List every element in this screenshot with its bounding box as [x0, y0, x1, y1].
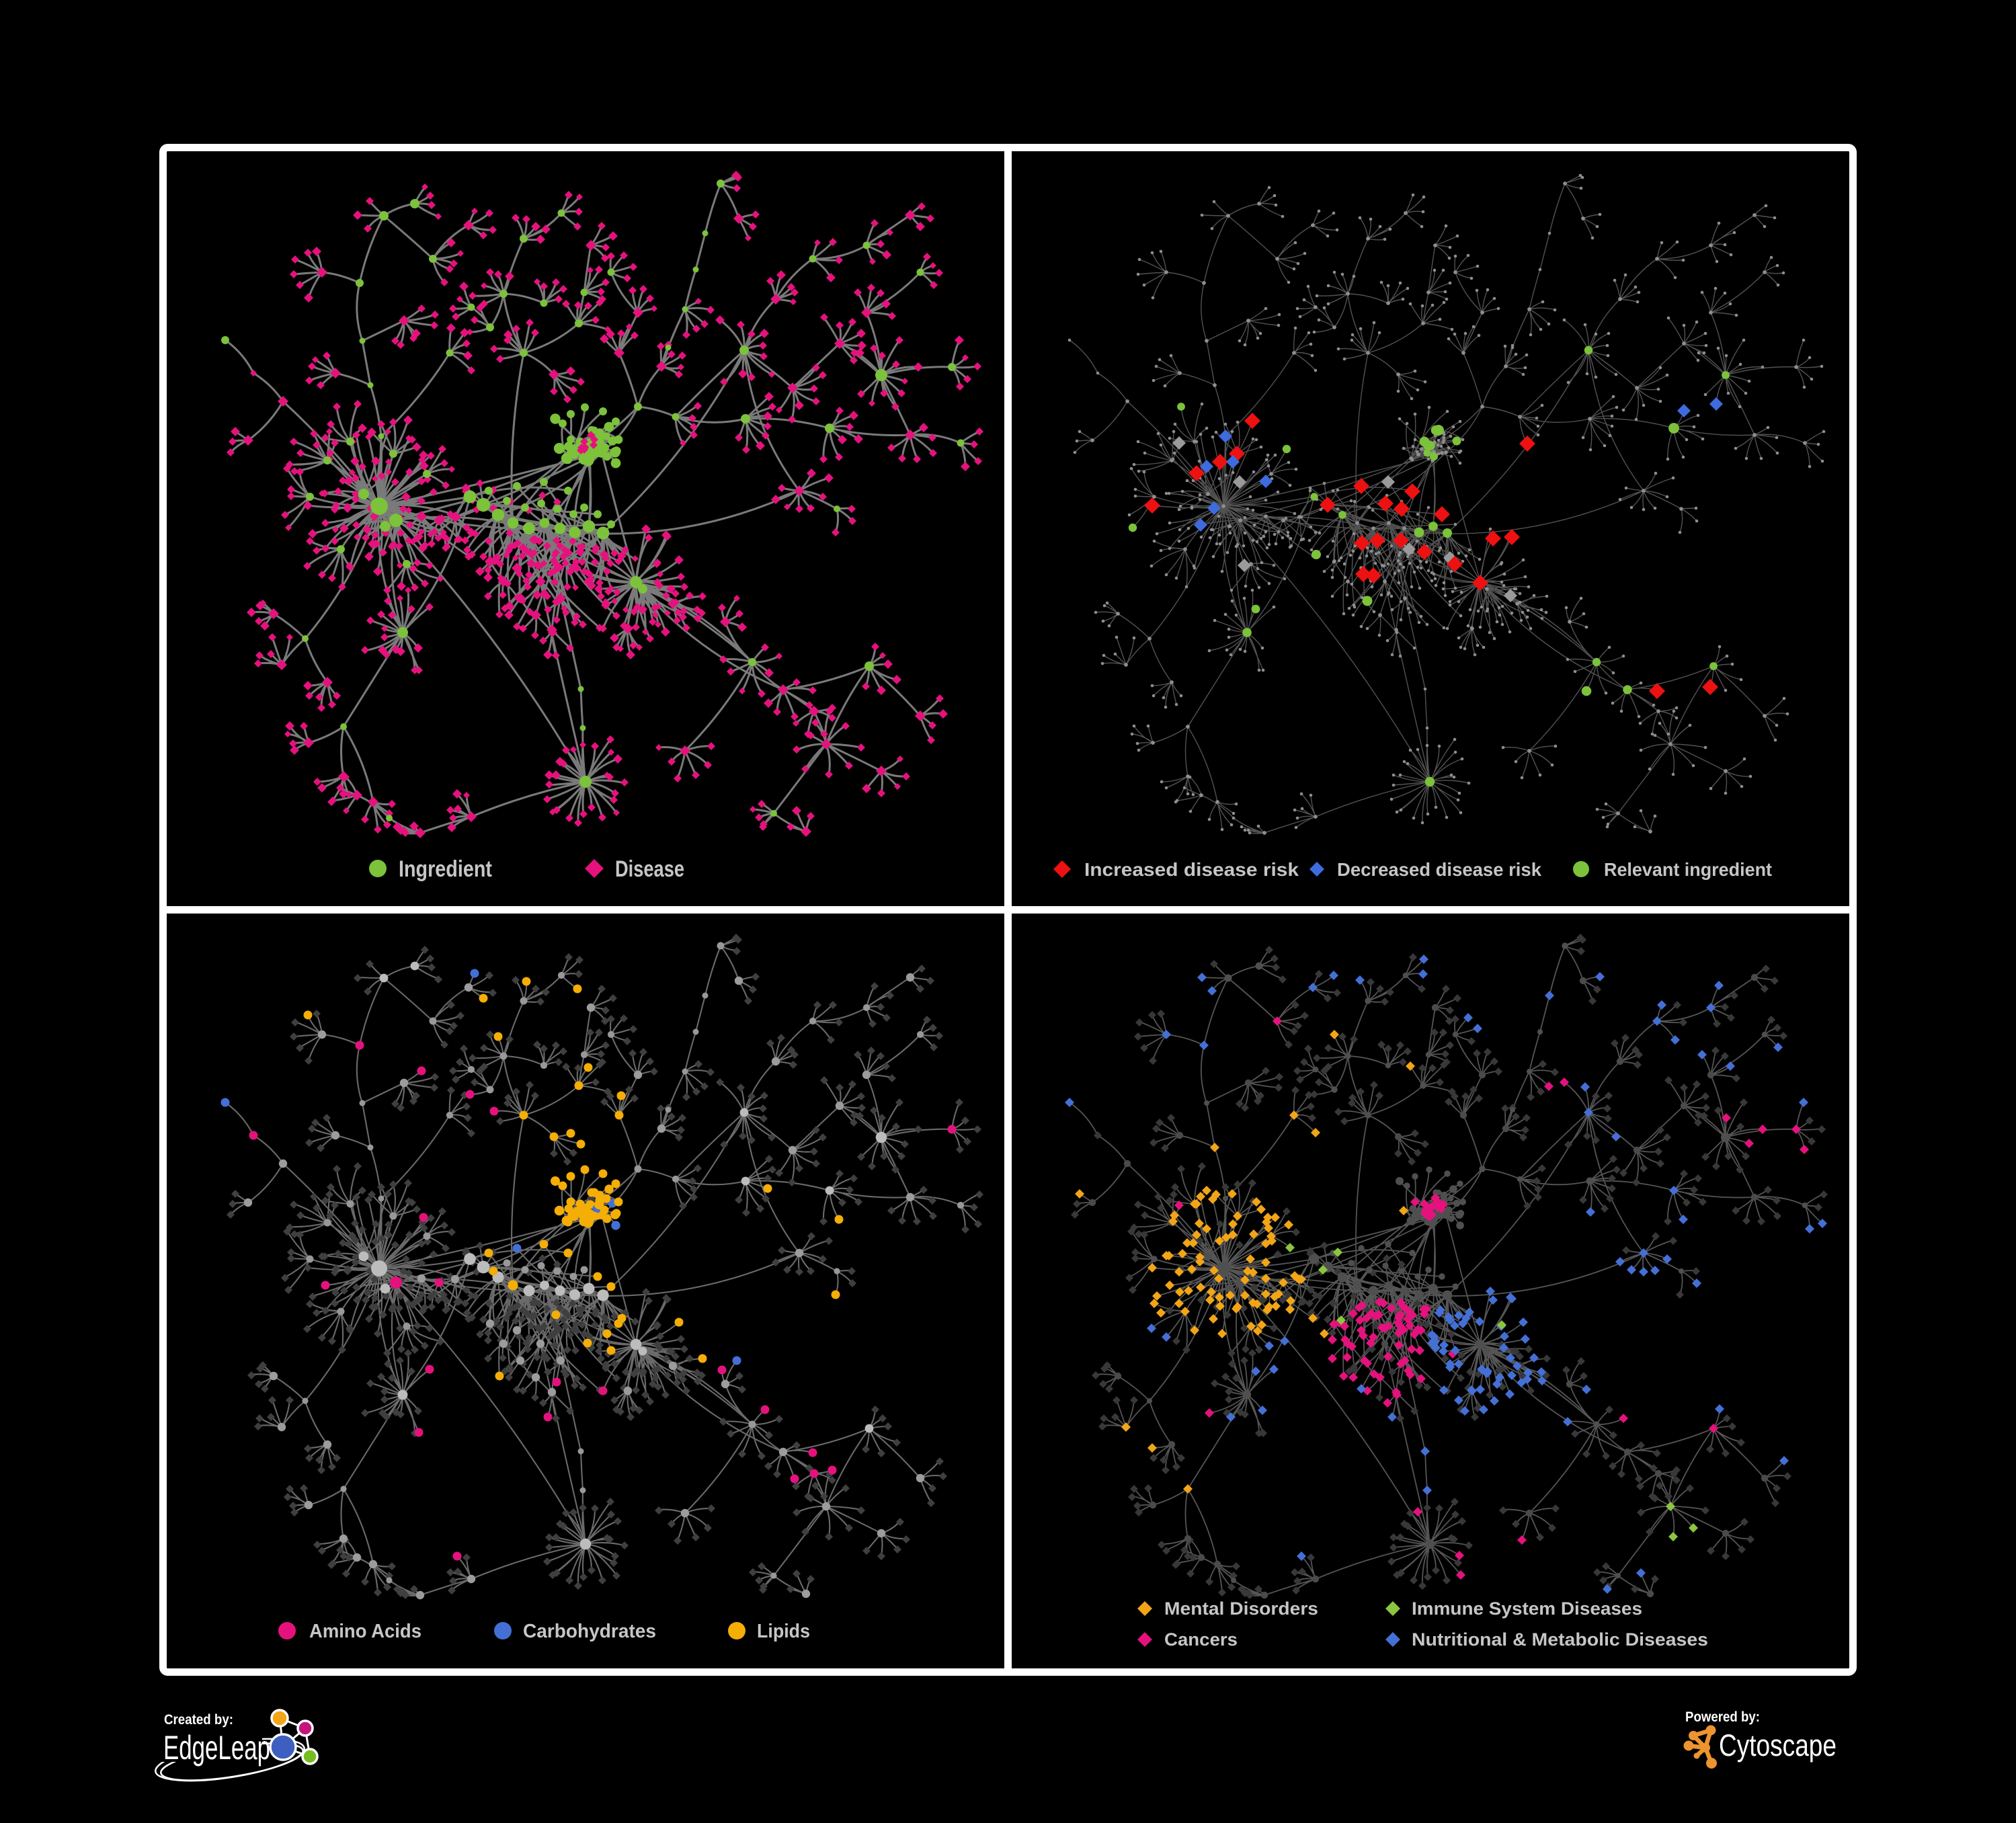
svg-text:Immune System Diseases: Immune System Diseases	[1412, 1598, 1642, 1619]
svg-text:Relevant ingredient: Relevant ingredient	[1604, 859, 1772, 880]
svg-text:Cancers: Cancers	[1164, 1629, 1238, 1650]
svg-text:Nutritional & Metabolic Diseas: Nutritional & Metabolic Diseases	[1412, 1629, 1708, 1650]
svg-text:Amino Acids: Amino Acids	[309, 1621, 421, 1642]
svg-text:Increased disease risk: Increased disease risk	[1084, 859, 1299, 880]
svg-text:Carbohydrates: Carbohydrates	[523, 1621, 656, 1642]
svg-text:Mental Disorders: Mental Disorders	[1164, 1598, 1318, 1619]
svg-text:Disease: Disease	[615, 856, 684, 882]
svg-text:Created by:: Created by:	[164, 1712, 233, 1728]
svg-text:Lipids: Lipids	[757, 1621, 810, 1642]
svg-text:Decreased disease risk: Decreased disease risk	[1337, 859, 1541, 880]
svg-text:EdgeLeap: EdgeLeap	[163, 1729, 270, 1767]
svg-text:Ingredient: Ingredient	[399, 856, 492, 882]
svg-text:Cytoscape: Cytoscape	[1719, 1728, 1837, 1763]
svg-text:Powered by:: Powered by:	[1685, 1709, 1760, 1725]
